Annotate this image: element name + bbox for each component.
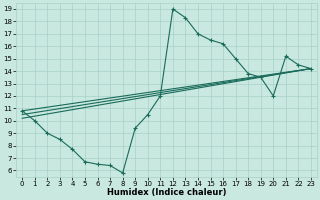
X-axis label: Humidex (Indice chaleur): Humidex (Indice chaleur) [107, 188, 226, 197]
